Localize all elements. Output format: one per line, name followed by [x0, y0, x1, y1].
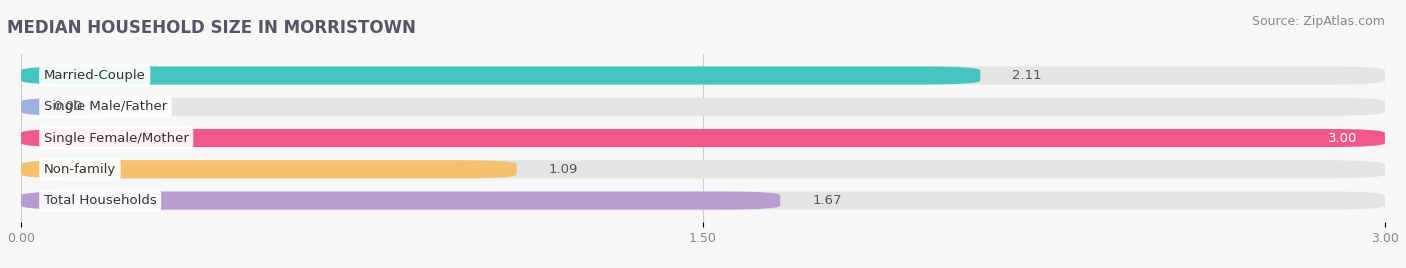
- Text: Married-Couple: Married-Couple: [44, 69, 146, 82]
- FancyBboxPatch shape: [21, 129, 1385, 147]
- Text: Source: ZipAtlas.com: Source: ZipAtlas.com: [1251, 15, 1385, 28]
- Text: Single Male/Father: Single Male/Father: [44, 100, 167, 113]
- FancyBboxPatch shape: [21, 191, 780, 210]
- Text: 1.09: 1.09: [548, 163, 578, 176]
- FancyBboxPatch shape: [21, 66, 980, 85]
- Text: MEDIAN HOUSEHOLD SIZE IN MORRISTOWN: MEDIAN HOUSEHOLD SIZE IN MORRISTOWN: [7, 19, 416, 37]
- FancyBboxPatch shape: [21, 191, 1385, 210]
- FancyBboxPatch shape: [21, 98, 103, 116]
- Text: 1.67: 1.67: [813, 194, 842, 207]
- Text: 0.00: 0.00: [53, 100, 82, 113]
- Text: Single Female/Mother: Single Female/Mother: [44, 132, 188, 144]
- Text: 3.00: 3.00: [1329, 132, 1358, 144]
- Text: 2.11: 2.11: [1012, 69, 1042, 82]
- FancyBboxPatch shape: [21, 66, 1385, 85]
- Text: Total Households: Total Households: [44, 194, 156, 207]
- FancyBboxPatch shape: [21, 160, 1385, 178]
- FancyBboxPatch shape: [21, 129, 1385, 147]
- FancyBboxPatch shape: [21, 98, 1385, 116]
- FancyBboxPatch shape: [21, 160, 516, 178]
- Text: Non-family: Non-family: [44, 163, 117, 176]
